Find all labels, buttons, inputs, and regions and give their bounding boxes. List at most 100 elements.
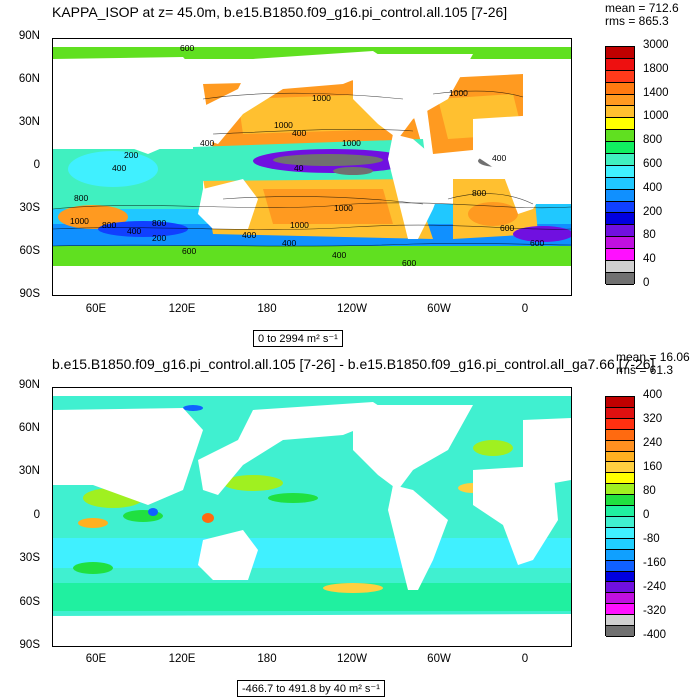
colorbar-swatch [606,516,634,528]
colorbar-swatch [606,249,634,262]
panel2-lat-label: 0 [33,509,40,521]
colorbar-swatch [606,165,634,178]
colorbar-swatch [606,397,634,408]
panel1-lat-label: 0 [33,159,40,171]
panel2-lon-label: 60W [427,653,451,665]
panel1-lon-label: 180 [257,303,277,315]
colorbar-swatch [606,261,634,273]
colorbar-label: 1800 [643,62,669,75]
colorbar-swatch [606,484,634,496]
colorbar-swatch [606,549,634,561]
colorbar-label: 1000 [643,110,669,123]
panel1-range-box: 0 to 2994 m² s⁻¹ [253,330,343,347]
colorbar-swatch [606,429,634,441]
panel1-lat-label: 30S [19,202,40,214]
colorbar-label: 0 [643,277,650,289]
panel2-lat-label: 60S [19,596,40,608]
colorbar-swatch [606,593,634,605]
panel2-map-field [53,388,571,646]
panel2-lon-label: 60E [85,653,107,665]
panel2-lon-label: 0 [521,653,529,665]
colorbar-swatch [606,118,634,131]
panel1-colorbar [605,46,635,285]
colorbar-swatch [606,626,634,637]
colorbar-swatch [606,47,634,59]
colorbar-label: -400 [643,629,667,641]
colorbar-label: -320 [643,605,667,617]
panel1-lon-label: 0 [521,303,529,315]
panel1-map [52,38,572,296]
panel2-lon-label: 120W [336,653,368,665]
colorbar-swatch [606,94,634,107]
colorbar-label: -80 [643,533,660,545]
colorbar-swatch [606,604,634,616]
panel1-lat-label: 60S [19,245,40,257]
colorbar-label: 200 [643,205,663,218]
colorbar-label: -240 [643,581,667,593]
colorbar-swatch [606,225,634,238]
panel2-lat-label: 30S [19,552,40,564]
colorbar-swatch [606,527,634,539]
colorbar-swatch [606,473,634,485]
colorbar-swatch [606,615,634,627]
panel1-mean: mean = 712.6 [605,1,679,15]
colorbar-label: 400 [643,389,663,401]
panel1-lon-label: 60W [427,303,451,315]
panel2-lat-label: 60N [18,422,40,434]
panel2-lat-label: 30N [18,465,40,477]
panel1-lon-label: 60E [85,303,107,315]
panel2-map [52,387,572,647]
panel1-lat-label: 90N [18,30,40,42]
panel2-lon-label: 120E [168,653,196,665]
colorbar-swatch [606,418,634,430]
colorbar-swatch [606,189,634,202]
colorbar-swatch [606,82,634,95]
panel1-lon-label: 120W [336,303,368,315]
colorbar-label: 40 [643,253,656,266]
colorbar-label: 600 [643,158,663,170]
colorbar-label: 80 [643,229,656,242]
colorbar-swatch [606,451,634,463]
panel1-lat-label: 30N [18,116,40,128]
panel1-lat-label: 90S [19,288,40,300]
panel1-map-field [53,39,571,295]
panel2-title: b.e15.B1850.f09_g16.pi_control.all.105 [… [52,356,655,372]
colorbar-label: 320 [643,413,663,425]
colorbar-swatch [606,582,634,594]
panel2-range-box: -466.7 to 491.8 by 40 m² s⁻¹ [237,680,385,697]
panel1-lat-label: 60N [18,73,40,85]
colorbar-swatch [606,407,634,419]
colorbar-label: -160 [643,557,667,569]
colorbar-swatch [606,560,634,572]
panel1-title: KAPPA_ISOP at z= 45.0m, b.e15.B1850.f09_… [52,4,508,20]
panel2-rms: rms = 61.3 [616,363,674,377]
colorbar-swatch [606,495,634,507]
colorbar-swatch [606,58,634,71]
colorbar-label: 160 [643,461,663,473]
panel2-colorbar [605,396,635,637]
colorbar-label: 400 [643,181,663,194]
colorbar-swatch [606,142,634,155]
colorbar-swatch [606,201,634,214]
colorbar-swatch [606,538,634,550]
panel2-lat-label: 90N [18,379,40,391]
colorbar-swatch [606,177,634,190]
colorbar-swatch [606,154,634,166]
panel1-rms: rms = 865.3 [605,14,669,28]
colorbar-label: 240 [643,437,663,449]
colorbar-label: 0 [643,509,650,521]
colorbar-swatch [606,440,634,452]
colorbar-swatch [606,213,634,226]
colorbar-swatch [606,70,634,83]
panel2-lon-label: 180 [257,653,277,665]
panel2-lat-label: 90S [19,639,40,651]
colorbar-label: 800 [643,134,663,147]
colorbar-swatch [606,272,634,285]
colorbar-label: 80 [643,485,656,497]
colorbar-label: 3000 [643,39,669,51]
panel1-lon-label: 120E [168,303,196,315]
colorbar-swatch [606,506,634,517]
colorbar-swatch [606,571,634,583]
colorbar-swatch [606,130,634,143]
panel2-mean: mean = 16.06 [616,350,690,364]
